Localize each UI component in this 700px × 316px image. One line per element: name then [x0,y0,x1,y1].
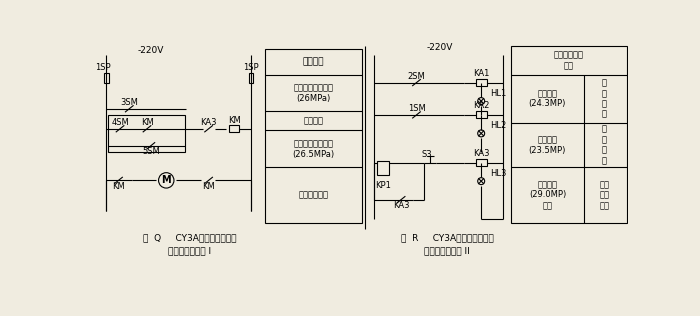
Bar [104,73,108,83]
Text: KA1: KA1 [473,69,489,78]
Bar [265,50,362,223]
Text: 压力过低
(24.3MP): 压力过低 (24.3MP) [528,89,566,108]
Text: 预告保护音响
母线: 预告保护音响 母线 [554,51,584,70]
Text: 压力低液压泵启动
(26MPa): 压力低液压泵启动 (26MPa) [293,83,333,103]
Bar [108,115,185,152]
Text: M: M [162,175,171,185]
Text: KA3: KA3 [200,118,217,127]
Text: 5SM: 5SM [142,147,160,156]
Bar [476,79,486,86]
Text: HL3: HL3 [490,169,506,178]
Text: 压力甚低
(23.5MP): 压力甚低 (23.5MP) [528,135,566,155]
Text: 3SM: 3SM [120,98,138,107]
Bar [476,159,486,166]
Text: -220V: -220V [426,43,453,52]
Text: 液压泵电动机: 液压泵电动机 [298,191,328,199]
Bar [229,125,239,132]
Text: 分
闸
闭
锁: 分 闸 闭 锁 [602,125,607,165]
Text: KA3: KA3 [473,149,489,158]
Text: KP1: KP1 [374,181,391,190]
Text: 超压保护: 超压保护 [303,116,323,125]
Text: 1SP: 1SP [244,63,259,72]
Text: -220V: -220V [138,46,164,55]
Text: KM: KM [228,116,240,125]
Text: 合闸电源: 合闸电源 [302,58,324,67]
Text: 的压力控制电路 II: 的压力控制电路 II [424,246,470,255]
Text: KA3: KA3 [393,201,410,210]
Text: KA2: KA2 [473,101,489,110]
Text: 的压力控制电路 I: 的压力控制电路 I [168,246,211,255]
Bar [377,161,388,175]
Text: 4SM: 4SM [111,118,129,127]
Text: 图  R     CY3A型液压操动机构: 图 R CY3A型液压操动机构 [401,234,494,243]
Text: HL1: HL1 [490,89,506,98]
Text: KM: KM [112,182,125,191]
Text: 合
闸
闭
锁: 合 闸 闭 锁 [602,79,607,119]
Text: 漏氮
超压
保护: 漏氮 超压 保护 [599,180,610,210]
Text: 图  Q     CY3A型液压操动机构: 图 Q CY3A型液压操动机构 [143,234,236,243]
Text: S3: S3 [421,150,432,160]
Text: KM: KM [141,118,153,127]
Text: 压力高液压泵停止
(26.5MPa): 压力高液压泵停止 (26.5MPa) [293,139,335,159]
Text: 2SM: 2SM [407,72,426,81]
Text: 压力过高
(29.0MP)
漏氮: 压力过高 (29.0MP) 漏氮 [528,180,566,210]
Circle shape [158,173,174,188]
Bar [476,112,486,118]
Bar [248,73,253,83]
Text: KM: KM [202,182,215,191]
Bar [511,46,626,223]
Text: HL2: HL2 [490,121,506,130]
Text: 1SM: 1SM [407,104,426,113]
Text: 1SP: 1SP [95,63,111,72]
